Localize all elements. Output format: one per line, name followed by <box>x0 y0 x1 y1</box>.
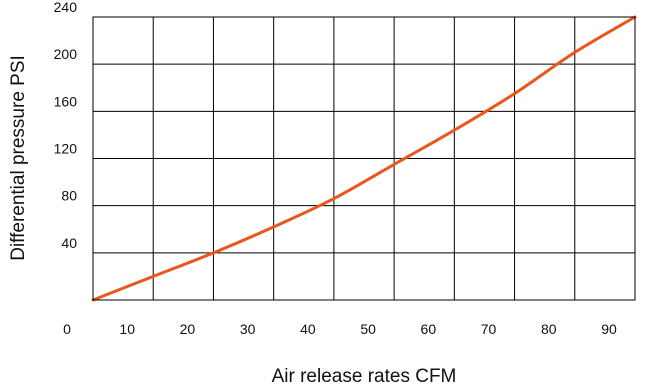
x-tick-labels: 0 10 20 30 40 50 60 70 80 90 <box>63 321 617 337</box>
x-tick-label: 10 <box>119 321 135 337</box>
series-layer <box>91 15 637 302</box>
plot-frame <box>92 16 636 301</box>
y-tick-label: 200 <box>54 46 78 62</box>
y-tick-label: 240 <box>54 0 78 15</box>
y-tick-label: 80 <box>61 188 77 204</box>
x-tick-label: 0 <box>63 321 71 337</box>
x-tick-label: 90 <box>601 321 617 337</box>
x-tick-label: 20 <box>180 321 196 337</box>
y-tick-label: 160 <box>54 93 78 109</box>
series-line <box>91 15 637 302</box>
x-axis-title: Air release rates CFM <box>272 366 457 387</box>
x-tick-label: 70 <box>481 321 497 337</box>
y-tick-label: 120 <box>54 141 78 157</box>
x-tick-label: 60 <box>421 321 437 337</box>
y-tick-labels: 40 80 120 160 200 240 <box>54 0 78 251</box>
x-tick-label: 40 <box>300 321 316 337</box>
x-tick-label: 80 <box>541 321 557 337</box>
y-axis-title: Differential pressure PSI <box>8 55 29 261</box>
y-tick-label: 40 <box>61 235 77 251</box>
x-tick-label: 50 <box>360 321 376 337</box>
x-tick-label: 30 <box>240 321 256 337</box>
